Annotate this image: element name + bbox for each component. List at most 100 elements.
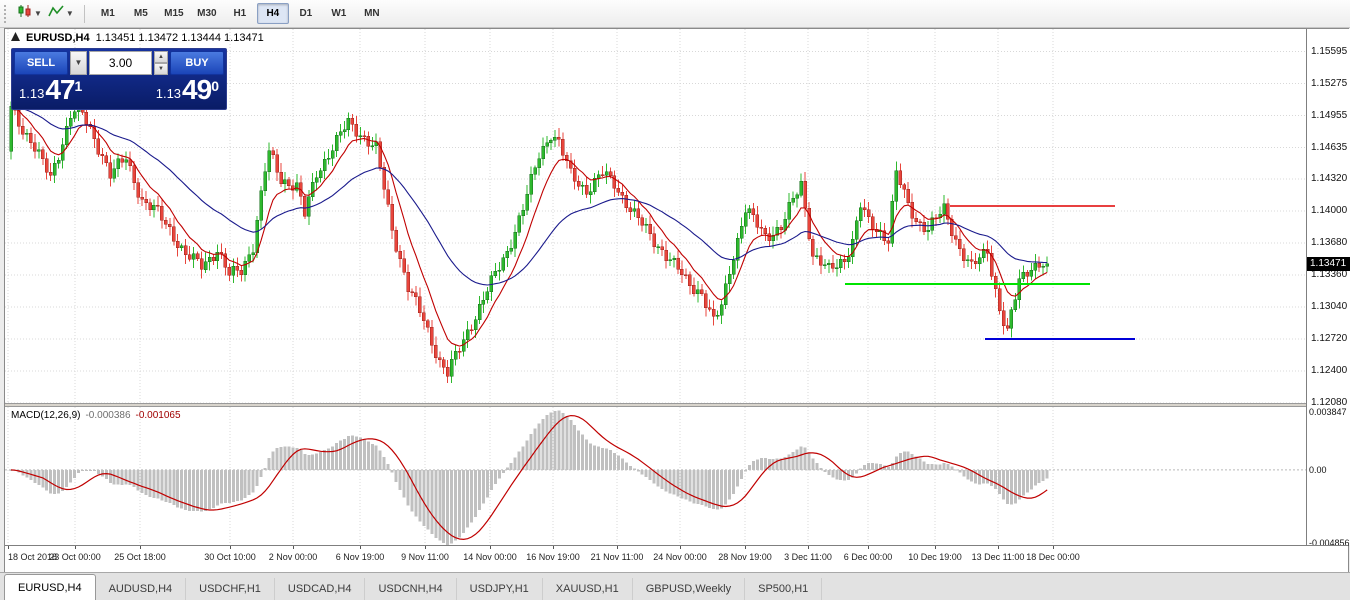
price-axis: 1.15595 1.15275 1.14955 1.14635 1.14320 1.140… bbox=[1306, 29, 1350, 548]
macd-tick-label: 0.00 bbox=[1309, 464, 1327, 475]
time-tick-mark bbox=[490, 546, 491, 549]
time-tick-mark bbox=[230, 546, 231, 549]
chart-tab-usdcad-h4[interactable]: USDCAD,H4 bbox=[275, 578, 366, 600]
time-tick-mark bbox=[75, 546, 76, 549]
time-tick-label: 6 Dec 00:00 bbox=[843, 552, 893, 562]
time-tick-mark bbox=[680, 546, 681, 549]
buy-button[interactable]: BUY bbox=[170, 51, 224, 75]
timeframe-mn[interactable]: MN bbox=[364, 8, 380, 19]
time-tick-mark bbox=[140, 546, 141, 549]
macd-indicator-chart[interactable] bbox=[5, 407, 1306, 545]
chart-window: EURUSD,H4 1.13451 1.13472 1.13444 1.1347… bbox=[4, 28, 1350, 572]
time-tick-mark bbox=[745, 546, 746, 549]
time-tick-label: 23 Oct 00:00 bbox=[49, 552, 101, 562]
time-tick-mark bbox=[935, 546, 936, 549]
time-tick-mark bbox=[868, 546, 869, 549]
timeframe-m5[interactable]: M5 bbox=[133, 8, 148, 19]
indicators-button[interactable]: ▼ bbox=[45, 2, 77, 25]
time-axis: 18 Oct 2018 23 Oct 00:00 25 Oct 18:00 30 Oc… bbox=[5, 545, 1348, 572]
chart-tabs-bar: EURUSD,H4 AUDUSD,H4 USDCHF,H1 USDCAD,H4 USDC… bbox=[0, 572, 1350, 600]
toolbar-separator bbox=[83, 4, 85, 23]
price-tick-label: 1.12080 bbox=[1311, 397, 1348, 408]
price-tick-label: 1.13360 bbox=[1311, 269, 1348, 280]
timeframe-m30[interactable]: M30 bbox=[197, 8, 217, 19]
time-tick-label: 18 Oct 2018 bbox=[8, 552, 58, 562]
chart-ohlc-header: EURUSD,H4 1.13451 1.13472 1.13444 1.1347… bbox=[11, 32, 264, 44]
time-tick-mark bbox=[808, 546, 809, 549]
time-tick-label: 9 Nov 11:00 bbox=[401, 552, 449, 562]
toolbar: ▼ ▼ M1 M5 M15 M30 H1 H4 D1 W1 MN bbox=[0, 0, 1350, 28]
chart-tab-sp500-h1[interactable]: SP500,H1 bbox=[745, 578, 823, 600]
time-tick-label: 14 Nov 00:00 bbox=[463, 552, 517, 562]
time-tick-label: 6 Nov 19:00 bbox=[335, 552, 385, 562]
time-tick-mark bbox=[293, 546, 294, 549]
price-tick-label: 1.14320 bbox=[1311, 173, 1348, 184]
time-tick-label: 2 Nov 00:00 bbox=[268, 552, 318, 562]
volume-increase-button[interactable]: ▲ bbox=[154, 51, 168, 63]
chart-tab-xauusd-h1[interactable]: XAUUSD,H1 bbox=[543, 578, 633, 600]
time-tick-label: 21 Nov 11:00 bbox=[590, 552, 644, 562]
sell-price: 1.13 47 1 bbox=[19, 74, 83, 105]
order-options-dropdown[interactable]: ▼ bbox=[70, 51, 87, 75]
volume-input[interactable] bbox=[89, 51, 152, 75]
sell-button[interactable]: SELL bbox=[14, 51, 68, 75]
price-tick-label: 1.13040 bbox=[1311, 301, 1348, 312]
chart-tab-usdchf-h1[interactable]: USDCHF,H1 bbox=[186, 578, 275, 600]
chevron-down-icon: ▼ bbox=[74, 58, 83, 67]
buy-price: 1.13 49 0 bbox=[155, 74, 219, 105]
timeframe-m1[interactable]: M1 bbox=[100, 8, 115, 19]
chevron-up-icon: ▲ bbox=[158, 54, 164, 60]
candlestick-chart[interactable] bbox=[5, 29, 1306, 403]
price-tick-label: 1.14000 bbox=[1311, 205, 1348, 216]
current-price-badge: 1.13471 bbox=[1307, 256, 1350, 271]
chart-tab-gbpusd-weekly[interactable]: GBPUSD,Weekly bbox=[633, 578, 746, 600]
chart-type-button[interactable]: ▼ bbox=[14, 2, 45, 25]
time-tick-label: 30 Oct 10:00 bbox=[204, 552, 256, 562]
chevron-down-icon: ▼ bbox=[158, 66, 164, 72]
timeframe-d1[interactable]: D1 bbox=[299, 8, 313, 19]
price-tick-label: 1.15595 bbox=[1311, 45, 1348, 57]
chevron-down-icon: ▼ bbox=[34, 8, 42, 18]
time-tick-label: 25 Oct 18:00 bbox=[114, 552, 166, 562]
timeframe-group: M1 M5 M15 M30 H1 H4 D1 W1 MN bbox=[92, 3, 388, 24]
timeframe-h1[interactable]: H1 bbox=[233, 8, 247, 19]
timeframe-w1[interactable]: W1 bbox=[331, 8, 347, 19]
time-tick-mark bbox=[8, 546, 9, 549]
time-tick-mark bbox=[998, 546, 999, 549]
volume-decrease-button[interactable]: ▼ bbox=[154, 63, 168, 75]
timeframe-h4[interactable]: H4 bbox=[256, 3, 289, 24]
macd-tick-label: -0.004856 bbox=[1309, 538, 1350, 548]
time-tick-label: 24 Nov 00:00 bbox=[653, 552, 707, 562]
toolbar-grip[interactable] bbox=[4, 4, 10, 23]
chart-tab-eurusd-h4[interactable]: EURUSD,H4 bbox=[4, 574, 96, 600]
volume-stepper: ▲ ▼ bbox=[154, 51, 168, 75]
price-tick-label: 1.13680 bbox=[1311, 237, 1348, 248]
time-tick-label: 3 Dec 11:00 bbox=[784, 552, 832, 562]
panel-splitter[interactable] bbox=[5, 403, 1348, 407]
chart-tab-audusd-h4[interactable]: AUDUSD,H4 bbox=[96, 578, 187, 600]
one-click-trading-panel: SELL ▼ ▲ ▼ BUY 1.13 47 1 1.13 bbox=[11, 48, 227, 110]
time-tick-label: 13 Dec 11:00 bbox=[971, 552, 1025, 562]
price-tick-label: 1.12400 bbox=[1311, 365, 1348, 376]
chart-tab-usdcnh-h4[interactable]: USDCNH,H4 bbox=[365, 578, 457, 600]
time-tick-mark bbox=[617, 546, 618, 549]
macd-label: MACD(12,26,9) -0.000386 -0.001065 bbox=[11, 410, 181, 421]
indicator-zigzag-icon bbox=[48, 4, 64, 23]
time-tick-mark bbox=[1053, 546, 1054, 549]
timeframe-m15[interactable]: M15 bbox=[164, 8, 184, 19]
macd-tick-label: 0.003847 bbox=[1309, 407, 1347, 417]
time-tick-label: 28 Nov 19:00 bbox=[718, 552, 772, 562]
price-tick-label: 1.14955 bbox=[1311, 109, 1348, 121]
time-tick-label: 18 Dec 00:00 bbox=[1026, 552, 1080, 562]
price-tick-label: 1.15275 bbox=[1311, 77, 1348, 89]
symbol-label: EURUSD,H4 bbox=[26, 32, 90, 44]
time-tick-mark bbox=[425, 546, 426, 549]
time-tick-mark bbox=[360, 546, 361, 549]
time-tick-label: 10 Dec 19:00 bbox=[908, 552, 962, 562]
chart-tab-usdjpy-h1[interactable]: USDJPY,H1 bbox=[457, 578, 543, 600]
time-tick-mark bbox=[553, 546, 554, 549]
chart-icon bbox=[11, 32, 20, 44]
chevron-down-icon: ▼ bbox=[65, 8, 74, 18]
time-tick-label: 16 Nov 19:00 bbox=[526, 552, 580, 562]
price-tick-label: 1.14635 bbox=[1311, 141, 1348, 153]
